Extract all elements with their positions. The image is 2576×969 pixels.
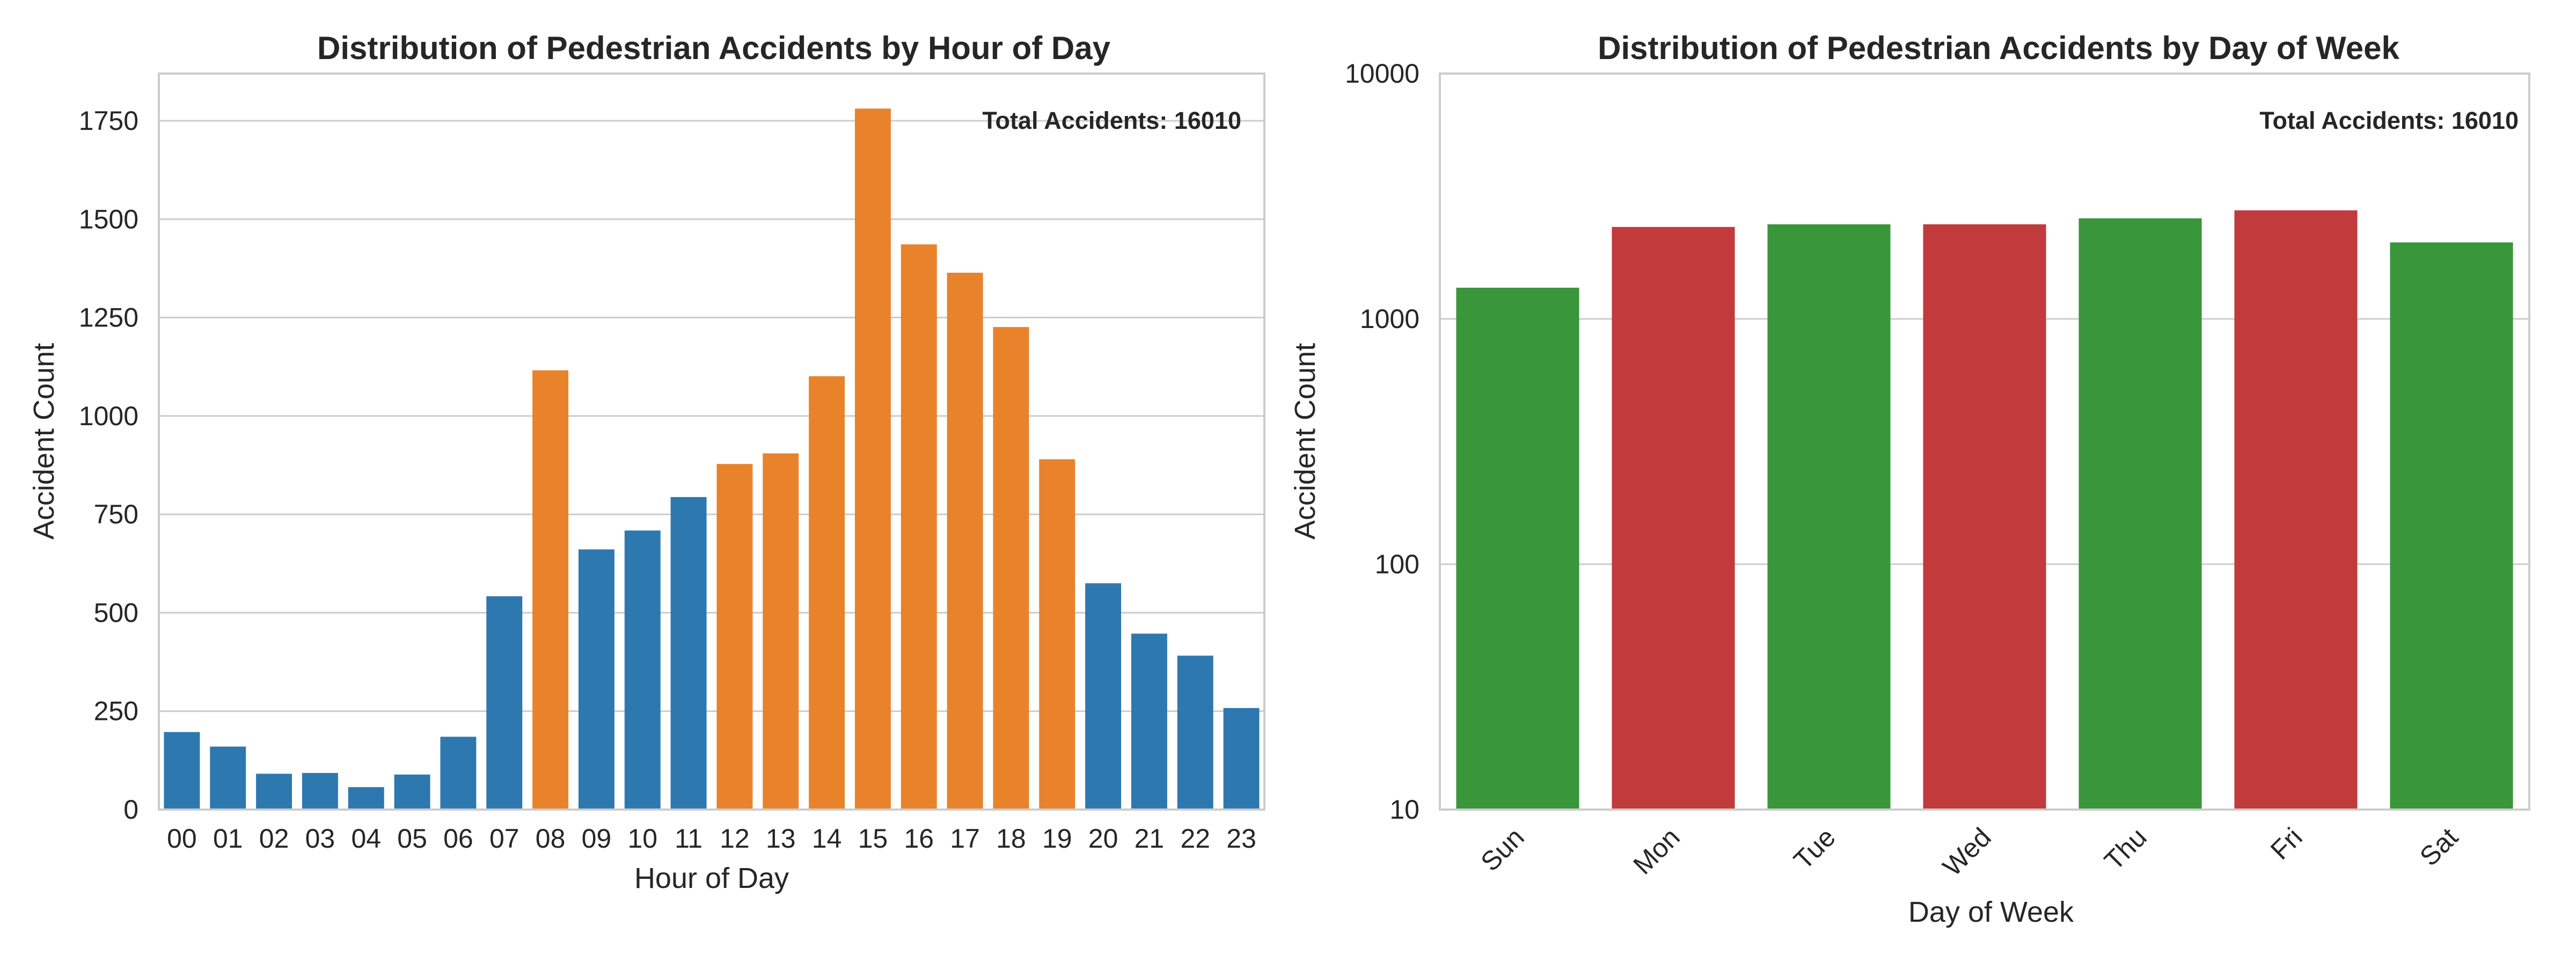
hour-bar-22 bbox=[1177, 655, 1213, 810]
day-chart-title: Distribution of Pedestrian Accidents by … bbox=[1598, 30, 2399, 66]
hour-x-tick-label: 03 bbox=[305, 824, 335, 854]
hour-x-tick-label: 01 bbox=[213, 824, 243, 854]
day-y-tick-label: 10000 bbox=[1345, 59, 1419, 89]
day-y-axis-label: Accident Count bbox=[1289, 343, 1321, 540]
hour-y-tick-label: 1000 bbox=[79, 401, 138, 431]
hour-y-tick-label: 0 bbox=[123, 795, 138, 825]
hour-x-tick-labels: 00 01 02 03 04 05 06 07 08 09 10 11 12 13 14 15 16 17 18 19… bbox=[167, 824, 1256, 854]
day-plot-frame bbox=[1439, 72, 2530, 811]
hour-bars bbox=[164, 108, 1260, 810]
hour-x-tick-label: 21 bbox=[1135, 824, 1165, 854]
hour-bar-07 bbox=[486, 596, 523, 810]
day-y-tick-labels: 10 100 1000 10000 bbox=[1345, 59, 1419, 825]
hour-plot-frame bbox=[158, 72, 1265, 811]
hour-bar-14 bbox=[809, 376, 845, 810]
hour-chart: Distribution of Pedestrian Accidents by … bbox=[28, 30, 1265, 894]
hour-x-tick-label: 23 bbox=[1226, 824, 1256, 854]
hour-bar-02 bbox=[256, 774, 292, 810]
hour-bar-03 bbox=[302, 773, 338, 810]
hour-x-tick-label: 09 bbox=[582, 824, 612, 854]
hour-bar-06 bbox=[440, 737, 477, 810]
day-x-tick-label: Sat bbox=[2414, 822, 2464, 872]
hour-x-tick-label: 22 bbox=[1180, 824, 1210, 854]
day-x-tick-labels: Sun Mon Tue Wed Thu Fri Sat bbox=[1475, 822, 2464, 882]
hour-x-tick-label: 11 bbox=[675, 824, 702, 854]
day-bar-thu bbox=[2079, 218, 2202, 810]
hour-y-tick-label: 1500 bbox=[79, 204, 138, 234]
hour-chart-title: Distribution of Pedestrian Accidents by … bbox=[317, 30, 1111, 66]
day-y-tick-label: 100 bbox=[1375, 549, 1419, 579]
hour-x-tick-label: 20 bbox=[1088, 824, 1118, 854]
hour-bar-20 bbox=[1085, 583, 1122, 810]
hour-gridlines bbox=[159, 120, 1264, 811]
day-bars bbox=[1456, 210, 2513, 810]
day-y-tick-label: 10 bbox=[1389, 795, 1419, 825]
hour-x-tick-label: 06 bbox=[443, 824, 473, 854]
hour-bar-05 bbox=[394, 774, 430, 810]
hour-y-tick-label: 250 bbox=[94, 696, 138, 726]
hour-y-axis-label: Accident Count bbox=[28, 343, 60, 540]
hour-x-tick-label: 14 bbox=[812, 824, 842, 854]
hour-x-tick-label: 13 bbox=[766, 824, 796, 854]
hour-bar-00 bbox=[164, 732, 200, 810]
day-bar-wed bbox=[1923, 224, 2046, 810]
hour-y-tick-label: 500 bbox=[94, 598, 138, 628]
hour-y-tick-labels: 0 250 500 750 1000 1250 1500 1750 bbox=[79, 106, 138, 825]
hour-y-tick-label: 750 bbox=[94, 499, 138, 529]
day-bar-fri bbox=[2234, 210, 2358, 810]
hour-bar-04 bbox=[348, 787, 384, 810]
day-chart: Distribution of Pedestrian Accidents by … bbox=[1289, 30, 2530, 928]
hour-x-tick-label: 00 bbox=[167, 824, 197, 854]
hour-bar-10 bbox=[624, 530, 661, 810]
hour-bar-01 bbox=[210, 746, 246, 810]
day-y-tick-label: 1000 bbox=[1360, 304, 1419, 334]
hour-bar-15 bbox=[854, 108, 891, 810]
day-bar-tue bbox=[1767, 224, 1891, 810]
day-bar-sat bbox=[2390, 242, 2513, 810]
hour-x-axis-label: Hour of Day bbox=[634, 862, 789, 894]
day-x-tick-label: Mon bbox=[1627, 822, 1685, 880]
day-bar-mon bbox=[1612, 227, 1735, 810]
hour-x-tick-label: 18 bbox=[996, 824, 1026, 854]
hour-x-tick-label: 07 bbox=[489, 824, 519, 854]
hour-total-annotation: Total Accidents: 16010 bbox=[982, 107, 1241, 134]
day-x-tick-label: Wed bbox=[1937, 822, 1997, 882]
hour-bar-08 bbox=[532, 370, 569, 810]
day-x-tick-label: Thu bbox=[2098, 822, 2153, 876]
hour-x-tick-label: 10 bbox=[627, 824, 657, 854]
hour-x-tick-label: 05 bbox=[397, 824, 427, 854]
day-bar-sun bbox=[1456, 287, 1579, 810]
hour-bar-13 bbox=[763, 453, 799, 810]
hour-y-tick-label: 1750 bbox=[79, 106, 138, 136]
day-x-tick-label: Sun bbox=[1475, 822, 1530, 877]
hour-x-tick-label: 16 bbox=[904, 824, 934, 854]
hour-x-tick-label: 02 bbox=[259, 824, 289, 854]
hour-x-tick-label: 15 bbox=[858, 824, 888, 854]
hour-x-tick-label: 19 bbox=[1042, 824, 1072, 854]
hour-bar-17 bbox=[947, 272, 983, 810]
hour-bar-23 bbox=[1223, 708, 1260, 810]
day-x-tick-label: Tue bbox=[1788, 822, 1841, 875]
hour-bar-16 bbox=[901, 244, 937, 810]
hour-bar-19 bbox=[1039, 459, 1075, 810]
hour-y-tick-label: 1250 bbox=[79, 303, 138, 333]
day-x-axis-label: Day of Week bbox=[1908, 896, 2074, 928]
hour-x-tick-label: 12 bbox=[720, 824, 750, 854]
hour-x-tick-label: 04 bbox=[351, 824, 381, 854]
day-x-tick-label: Fri bbox=[2265, 822, 2308, 865]
hour-bar-09 bbox=[578, 549, 614, 810]
hour-bar-12 bbox=[716, 464, 753, 810]
hour-bar-11 bbox=[670, 497, 707, 810]
hour-bar-18 bbox=[993, 327, 1029, 810]
hour-x-tick-label: 17 bbox=[950, 824, 980, 854]
day-total-annotation: Total Accidents: 16010 bbox=[2259, 107, 2519, 134]
hour-x-tick-label: 08 bbox=[536, 824, 566, 854]
hour-bar-21 bbox=[1131, 633, 1167, 810]
